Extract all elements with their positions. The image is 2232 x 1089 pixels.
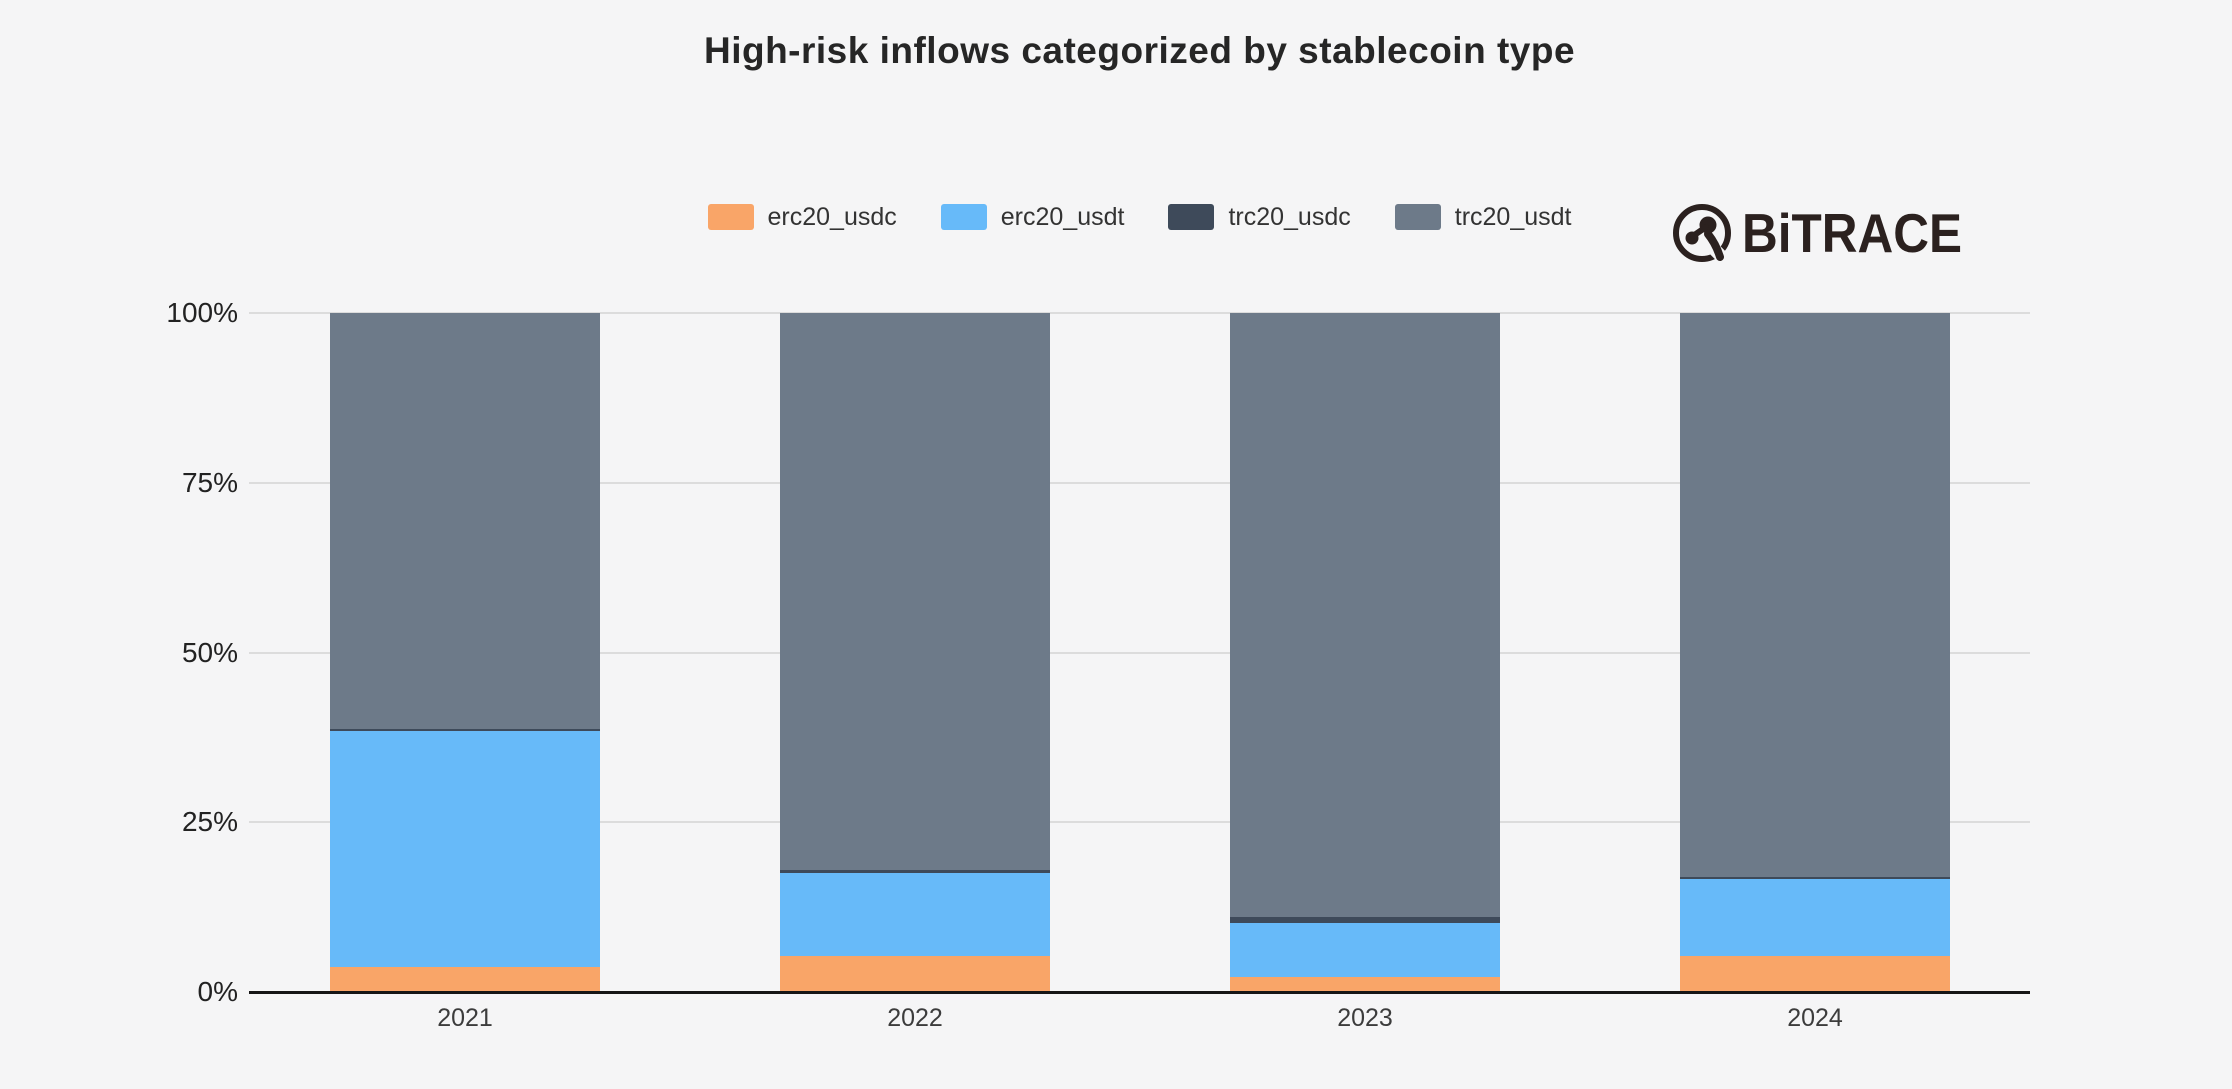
bitrace-logo: BiTRACE <box>1670 200 1986 269</box>
bar-segment-2024-erc20_usdt[interactable] <box>1680 879 1950 957</box>
x-tick-label-2021: 2021 <box>437 1004 493 1032</box>
x-tick-label-2024: 2024 <box>1787 1004 1843 1032</box>
legend-item-trc20_usdt[interactable]: trc20_usdt <box>1394 202 1572 232</box>
plot-area <box>249 312 2030 994</box>
bar-segment-2023-trc20_usdc[interactable] <box>1230 916 1500 923</box>
bar-segment-2023-erc20_usdt[interactable] <box>1230 922 1500 978</box>
chart-title: High-risk inflows categorized by stablec… <box>703 30 1576 71</box>
legend: erc20_usdc erc20_usdt trc20_usdc trc20_usdt <box>249 202 2030 232</box>
legend-label-trc20_usdc: trc20_usdc <box>1228 202 1351 231</box>
y-tick-label-75: 75% <box>181 466 238 498</box>
bar-segment-2021-erc20_usdt[interactable] <box>330 731 600 967</box>
bar-segment-2023-trc20_usdt[interactable] <box>1230 313 1500 917</box>
x-tick-label-2022: 2022 <box>887 1004 943 1032</box>
legend-item-erc20_usdc[interactable]: erc20_usdc <box>707 202 897 232</box>
legend-item-erc20_usdt[interactable]: erc20_usdt <box>940 202 1125 232</box>
bar-segment-2024-erc20_usdc[interactable] <box>1680 956 1950 992</box>
bar-segment-2022-trc20_usdc[interactable] <box>780 870 1050 874</box>
gridline-50 <box>249 651 2030 654</box>
y-tick-label-25: 25% <box>181 806 238 838</box>
legend-swatch-trc20_usdc <box>1168 204 1215 230</box>
bar-segment-2022-erc20_usdc[interactable] <box>780 956 1050 992</box>
y-tick-label-100: 100% <box>166 297 238 328</box>
bar-segment-2022-erc20_usdt[interactable] <box>780 873 1050 957</box>
x-tick-label-2023: 2023 <box>1337 1004 1393 1032</box>
legend-label-erc20_usdt: erc20_usdt <box>1000 202 1125 231</box>
bar-segment-2021-trc20_usdc[interactable] <box>330 728 600 732</box>
bar-segment-2023-erc20_usdc[interactable] <box>1230 977 1500 992</box>
bitrace-logo-text: BiTRACE <box>1742 202 1963 264</box>
gridline-25 <box>249 821 2030 824</box>
legend-swatch-trc20_usdt <box>1394 204 1441 230</box>
legend-item-trc20_usdc[interactable]: trc20_usdc <box>1168 202 1351 232</box>
legend-label-erc20_usdc: erc20_usdc <box>767 202 897 231</box>
legend-swatch-erc20_usdc <box>707 204 754 230</box>
y-tick-label-0: 0% <box>197 976 238 1007</box>
bitrace-logo-icon <box>1670 201 1734 269</box>
bar-segment-2021-trc20_usdt[interactable] <box>330 313 600 729</box>
legend-label-trc20_usdt: trc20_usdt <box>1454 202 1572 231</box>
gridline-75 <box>249 481 2030 484</box>
gridline-100 <box>249 312 2030 314</box>
x-axis-line <box>249 990 2030 994</box>
bar-segment-2022-trc20_usdt[interactable] <box>780 313 1050 871</box>
bar-segment-2024-trc20_usdt[interactable] <box>1680 313 1950 877</box>
bar-segment-2024-trc20_usdc[interactable] <box>1680 876 1950 880</box>
y-tick-label-50: 50% <box>181 636 238 668</box>
bar-segment-2021-erc20_usdc[interactable] <box>330 966 600 992</box>
legend-swatch-erc20_usdt <box>940 204 987 230</box>
